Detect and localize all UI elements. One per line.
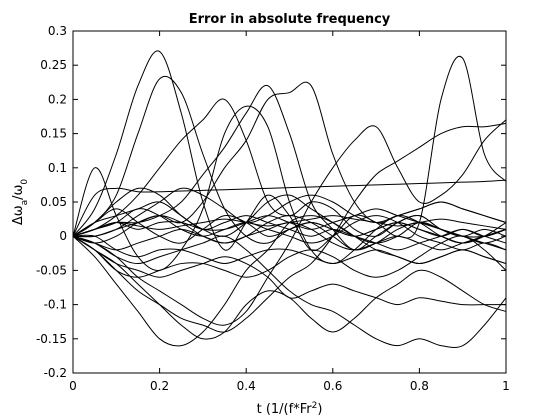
x-tick-label: 0 (69, 379, 77, 393)
y-tick-label: -0.1 (44, 298, 67, 312)
series-line-18 (72, 187, 507, 238)
chart-title: Error in absolute frequency (189, 12, 391, 27)
series-layer (72, 50, 507, 348)
x-axis-label-main: t (1/(f*Fr (257, 402, 313, 417)
y-tick-label: 0.1 (48, 161, 67, 175)
y-tick-label: 0.25 (40, 58, 67, 72)
y-tick-label: 0.05 (40, 195, 67, 209)
x-axis-label-superscript: 2 (312, 401, 318, 411)
series-line-7 (72, 119, 507, 326)
series-line-17 (72, 208, 507, 251)
y-tick-label: 0 (59, 229, 67, 243)
x-tick-label: 0.2 (150, 379, 169, 393)
y-axis-label-delta: Δ (11, 216, 26, 225)
series-line-14 (72, 234, 507, 265)
series-line-11 (72, 235, 507, 348)
y-tick-label: 0.15 (40, 127, 67, 141)
series-line-23 (72, 201, 507, 251)
x-axis-label: t (1/(f*Fr2) (257, 401, 323, 417)
series-line-15 (72, 179, 507, 237)
y-axis-label-omega-a: ω (11, 205, 26, 216)
series-line-12 (72, 235, 506, 306)
y-axis-label-slash: / (11, 195, 26, 200)
series-line-24 (72, 208, 507, 251)
y-tick-label: -0.15 (36, 332, 67, 346)
y-tick-label: -0.2 (44, 366, 67, 380)
ticks-layer: 0 0.2 0.4 0.6 0.8 1 -0.2 -0.15 -0.1 -0.05 0 0.05 0.1… (36, 24, 510, 393)
y-tick-label: -0.05 (36, 263, 67, 277)
x-tick-label: 0.8 (410, 379, 429, 393)
x-tick-label: 0.4 (237, 379, 256, 393)
x-tick-label: 1 (502, 379, 510, 393)
y-axis-label-sub-a: a (20, 200, 30, 206)
series-line-5 (72, 84, 507, 251)
y-tick-label: 0.3 (48, 24, 67, 38)
series-line-8 (72, 122, 507, 333)
series-line-13 (72, 235, 507, 278)
x-tick-label: 0.6 (323, 379, 342, 393)
y-axis-label-sub-0: 0 (20, 179, 30, 185)
x-axis-label-end: ) (317, 402, 322, 417)
y-tick-label: 0.2 (48, 92, 67, 106)
y-axis-label: Δωa/ω0 (11, 179, 30, 226)
y-axis-label-omega-0: ω (11, 185, 26, 196)
